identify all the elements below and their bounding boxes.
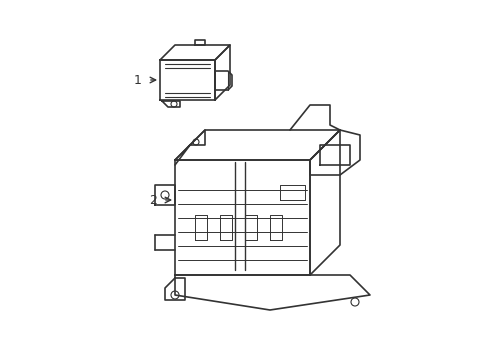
Text: 1: 1	[134, 73, 142, 86]
Text: 2: 2	[149, 194, 157, 207]
